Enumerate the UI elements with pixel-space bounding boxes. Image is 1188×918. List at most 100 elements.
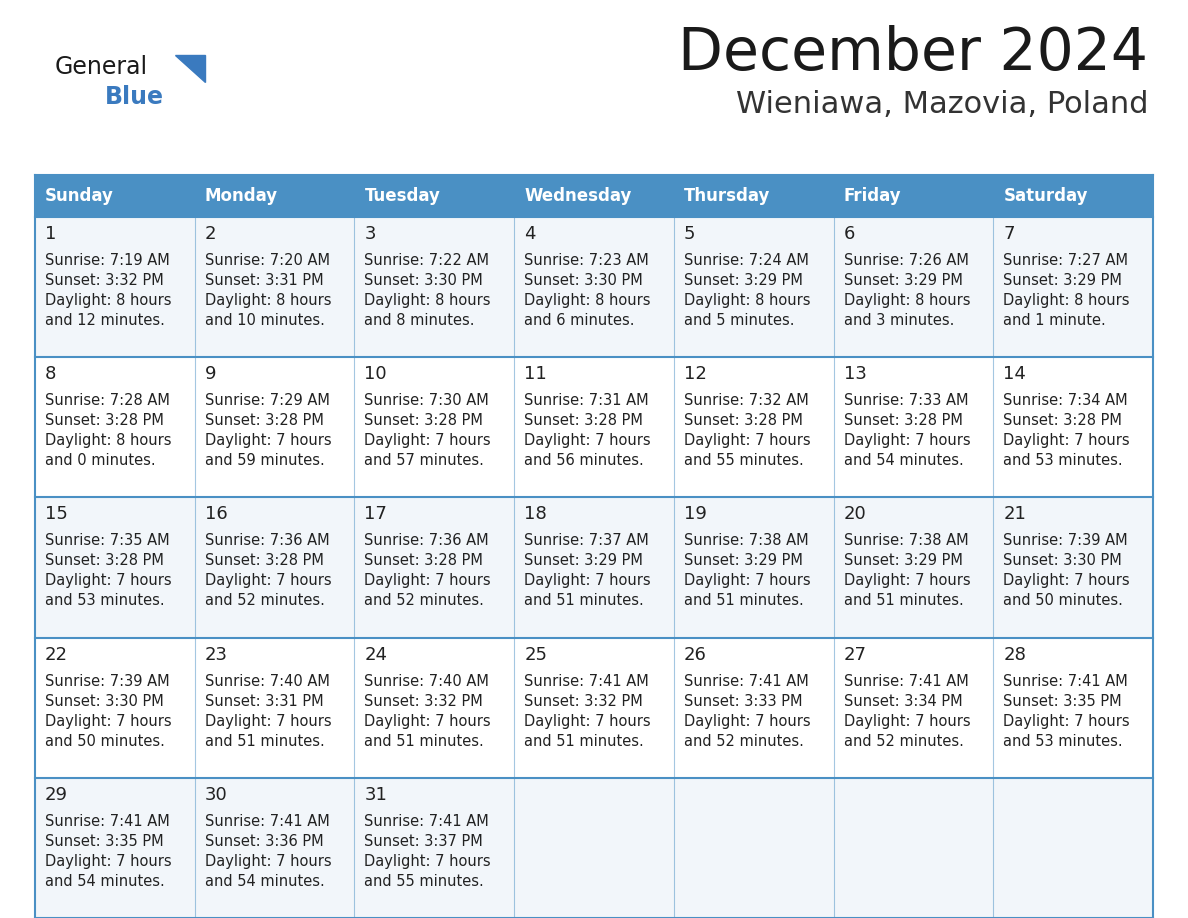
Text: Sunrise: 7:35 AM: Sunrise: 7:35 AM (45, 533, 170, 548)
Text: 22: 22 (45, 645, 68, 664)
Text: 28: 28 (1004, 645, 1026, 664)
Text: Sunset: 3:28 PM: Sunset: 3:28 PM (45, 413, 164, 428)
Text: 31: 31 (365, 786, 387, 804)
Text: Daylight: 7 hours: Daylight: 7 hours (1004, 574, 1130, 588)
Text: 30: 30 (204, 786, 227, 804)
Text: General: General (55, 55, 148, 79)
Text: Sunrise: 7:41 AM: Sunrise: 7:41 AM (45, 813, 170, 829)
Text: and 50 minutes.: and 50 minutes. (1004, 593, 1123, 609)
Text: and 51 minutes.: and 51 minutes. (365, 733, 485, 748)
Text: Daylight: 7 hours: Daylight: 7 hours (524, 433, 651, 448)
Text: Sunset: 3:28 PM: Sunset: 3:28 PM (524, 413, 643, 428)
Text: Sunset: 3:34 PM: Sunset: 3:34 PM (843, 694, 962, 709)
Text: Blue: Blue (105, 85, 164, 109)
Text: Daylight: 8 hours: Daylight: 8 hours (524, 293, 651, 308)
Text: Daylight: 7 hours: Daylight: 7 hours (204, 574, 331, 588)
Text: Daylight: 7 hours: Daylight: 7 hours (365, 433, 491, 448)
Text: Sunrise: 7:24 AM: Sunrise: 7:24 AM (684, 253, 809, 268)
Text: 10: 10 (365, 365, 387, 383)
Text: 24: 24 (365, 645, 387, 664)
Text: 17: 17 (365, 506, 387, 523)
Text: Sunset: 3:28 PM: Sunset: 3:28 PM (1004, 413, 1123, 428)
Text: Sunrise: 7:38 AM: Sunrise: 7:38 AM (843, 533, 968, 548)
Text: 18: 18 (524, 506, 546, 523)
Text: 20: 20 (843, 506, 866, 523)
Text: 21: 21 (1004, 506, 1026, 523)
Text: and 52 minutes.: and 52 minutes. (684, 733, 804, 748)
Text: Daylight: 7 hours: Daylight: 7 hours (684, 433, 810, 448)
Text: and 51 minutes.: and 51 minutes. (524, 593, 644, 609)
Text: Saturday: Saturday (1004, 187, 1088, 205)
Text: and 12 minutes.: and 12 minutes. (45, 313, 165, 328)
Text: Sunrise: 7:37 AM: Sunrise: 7:37 AM (524, 533, 649, 548)
Text: Sunset: 3:28 PM: Sunset: 3:28 PM (365, 554, 484, 568)
Text: Sunrise: 7:41 AM: Sunrise: 7:41 AM (1004, 674, 1129, 688)
Text: 15: 15 (45, 506, 68, 523)
Text: 25: 25 (524, 645, 548, 664)
Text: and 55 minutes.: and 55 minutes. (365, 874, 485, 889)
Text: and 52 minutes.: and 52 minutes. (204, 593, 324, 609)
Text: Daylight: 7 hours: Daylight: 7 hours (204, 433, 331, 448)
Text: Sunset: 3:30 PM: Sunset: 3:30 PM (365, 273, 484, 288)
Text: Sunset: 3:30 PM: Sunset: 3:30 PM (524, 273, 643, 288)
Text: Sunrise: 7:40 AM: Sunrise: 7:40 AM (365, 674, 489, 688)
Text: and 56 minutes.: and 56 minutes. (524, 453, 644, 468)
Bar (34, 498, 1154, 638)
Text: Daylight: 7 hours: Daylight: 7 hours (684, 713, 810, 729)
Text: Sunset: 3:33 PM: Sunset: 3:33 PM (684, 694, 802, 709)
Text: 19: 19 (684, 506, 707, 523)
Text: Daylight: 7 hours: Daylight: 7 hours (45, 713, 171, 729)
Text: Daylight: 8 hours: Daylight: 8 hours (45, 433, 171, 448)
Text: and 52 minutes.: and 52 minutes. (365, 593, 485, 609)
Text: and 51 minutes.: and 51 minutes. (524, 733, 644, 748)
Text: and 50 minutes.: and 50 minutes. (45, 733, 165, 748)
Text: Daylight: 8 hours: Daylight: 8 hours (365, 293, 491, 308)
Text: 27: 27 (843, 645, 866, 664)
Text: Sunrise: 7:29 AM: Sunrise: 7:29 AM (204, 393, 329, 409)
Text: Sunrise: 7:34 AM: Sunrise: 7:34 AM (1004, 393, 1127, 409)
Text: Sunrise: 7:26 AM: Sunrise: 7:26 AM (843, 253, 968, 268)
Text: Sunrise: 7:30 AM: Sunrise: 7:30 AM (365, 393, 489, 409)
Text: Daylight: 7 hours: Daylight: 7 hours (45, 574, 171, 588)
Text: Sunday: Sunday (45, 187, 114, 205)
Text: Sunset: 3:29 PM: Sunset: 3:29 PM (1004, 273, 1123, 288)
Text: Monday: Monday (204, 187, 278, 205)
Text: Daylight: 7 hours: Daylight: 7 hours (365, 574, 491, 588)
Text: Sunrise: 7:41 AM: Sunrise: 7:41 AM (684, 674, 809, 688)
Text: Friday: Friday (843, 187, 902, 205)
Text: Daylight: 8 hours: Daylight: 8 hours (1004, 293, 1130, 308)
Text: 16: 16 (204, 506, 227, 523)
Text: Daylight: 7 hours: Daylight: 7 hours (1004, 433, 1130, 448)
Text: Sunset: 3:31 PM: Sunset: 3:31 PM (204, 694, 323, 709)
Text: 7: 7 (1004, 225, 1015, 243)
Text: Sunset: 3:32 PM: Sunset: 3:32 PM (365, 694, 484, 709)
Text: Sunset: 3:30 PM: Sunset: 3:30 PM (45, 694, 164, 709)
Text: and 51 minutes.: and 51 minutes. (843, 593, 963, 609)
Text: Sunset: 3:28 PM: Sunset: 3:28 PM (843, 413, 962, 428)
Text: Sunset: 3:29 PM: Sunset: 3:29 PM (524, 554, 643, 568)
Text: 1: 1 (45, 225, 56, 243)
Text: 5: 5 (684, 225, 695, 243)
Text: and 0 minutes.: and 0 minutes. (45, 453, 156, 468)
Text: Sunrise: 7:41 AM: Sunrise: 7:41 AM (365, 813, 489, 829)
Text: Daylight: 8 hours: Daylight: 8 hours (204, 293, 331, 308)
Text: Thursday: Thursday (684, 187, 770, 205)
Text: Daylight: 7 hours: Daylight: 7 hours (204, 713, 331, 729)
Text: Sunset: 3:35 PM: Sunset: 3:35 PM (1004, 694, 1121, 709)
Bar (34, 357, 1154, 498)
Text: Sunrise: 7:27 AM: Sunrise: 7:27 AM (1004, 253, 1129, 268)
Text: 13: 13 (843, 365, 866, 383)
Text: and 3 minutes.: and 3 minutes. (843, 313, 954, 328)
Text: December 2024: December 2024 (678, 25, 1148, 82)
Text: Sunrise: 7:32 AM: Sunrise: 7:32 AM (684, 393, 809, 409)
Text: 29: 29 (45, 786, 68, 804)
Text: Sunset: 3:28 PM: Sunset: 3:28 PM (684, 413, 803, 428)
Text: and 53 minutes.: and 53 minutes. (1004, 733, 1123, 748)
Text: Daylight: 7 hours: Daylight: 7 hours (204, 854, 331, 868)
Text: and 6 minutes.: and 6 minutes. (524, 313, 634, 328)
Text: Sunrise: 7:41 AM: Sunrise: 7:41 AM (524, 674, 649, 688)
Text: 26: 26 (684, 645, 707, 664)
Text: 8: 8 (45, 365, 56, 383)
Text: Sunset: 3:36 PM: Sunset: 3:36 PM (204, 834, 323, 849)
Bar (34, 638, 1154, 778)
